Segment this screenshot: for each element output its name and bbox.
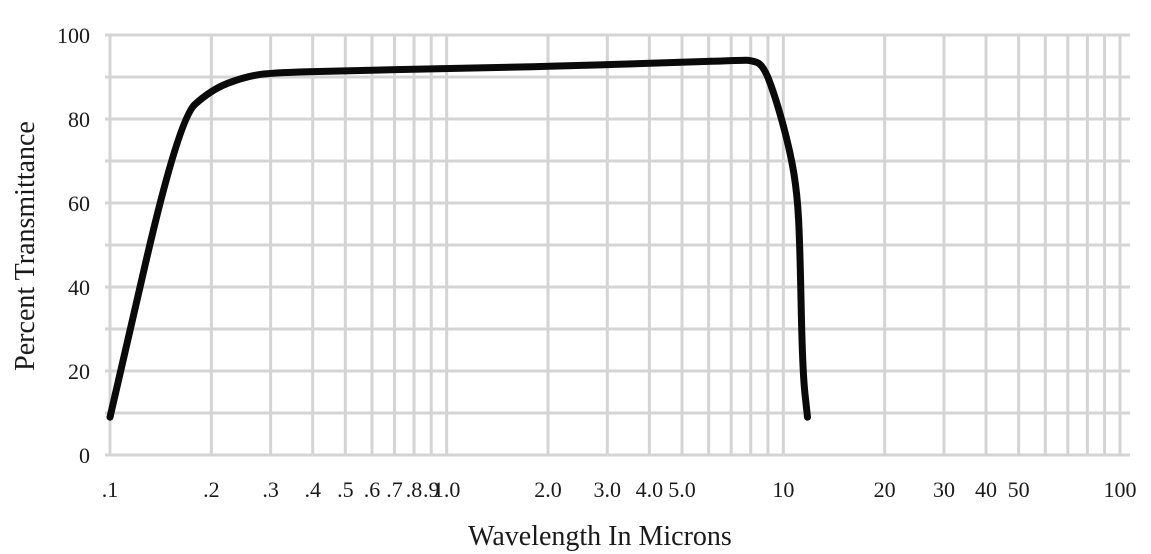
- x-tick-label: .1: [102, 477, 119, 502]
- x-tick-label: 3.0: [594, 477, 622, 502]
- x-tick-label: 40: [975, 477, 997, 502]
- x-tick-label: .6: [364, 477, 381, 502]
- x-tick-label: 2.0: [534, 477, 562, 502]
- x-tick-label: .4: [304, 477, 321, 502]
- grid: [105, 33, 1130, 457]
- y-tick-label: 80: [68, 107, 90, 132]
- x-tick-label: 100: [1104, 477, 1137, 502]
- x-tick-label: .9: [423, 477, 440, 502]
- x-tick-label: .7: [386, 477, 403, 502]
- x-tick-label: 4.0: [636, 477, 664, 502]
- y-tick-label: 0: [79, 443, 90, 468]
- x-tick-label: .5: [337, 477, 354, 502]
- x-tick-label: 5.0: [668, 477, 696, 502]
- series-layer: [106, 56, 811, 421]
- series-line: [106, 56, 811, 421]
- x-axis-title: Wavelength In Microns: [468, 521, 732, 552]
- x-tick-label: 1.0: [433, 477, 461, 502]
- x-tick-label: 50: [1008, 477, 1030, 502]
- y-axis-title: Percent Transmittance: [10, 121, 41, 371]
- y-tick-label: 40: [68, 275, 90, 300]
- y-tick-label: 100: [57, 23, 90, 48]
- x-tick-label: .2: [203, 477, 220, 502]
- x-axis: .1 .2 .3 .4 .5 .6.7.8.91.0 2.0 3.0 4.0 5.0 10 20 30 4…: [102, 477, 1137, 502]
- x-tick-label: .3: [262, 477, 279, 502]
- x-tick-label: .8: [406, 477, 423, 502]
- x-tick-label: 10: [772, 477, 794, 502]
- y-tick-label: 60: [68, 191, 90, 216]
- y-tick-label: 20: [68, 359, 90, 384]
- x-tick-label: 20: [874, 477, 896, 502]
- y-axis: 0 20 40 60 80 100: [57, 23, 90, 468]
- x-tick-label: 30: [933, 477, 955, 502]
